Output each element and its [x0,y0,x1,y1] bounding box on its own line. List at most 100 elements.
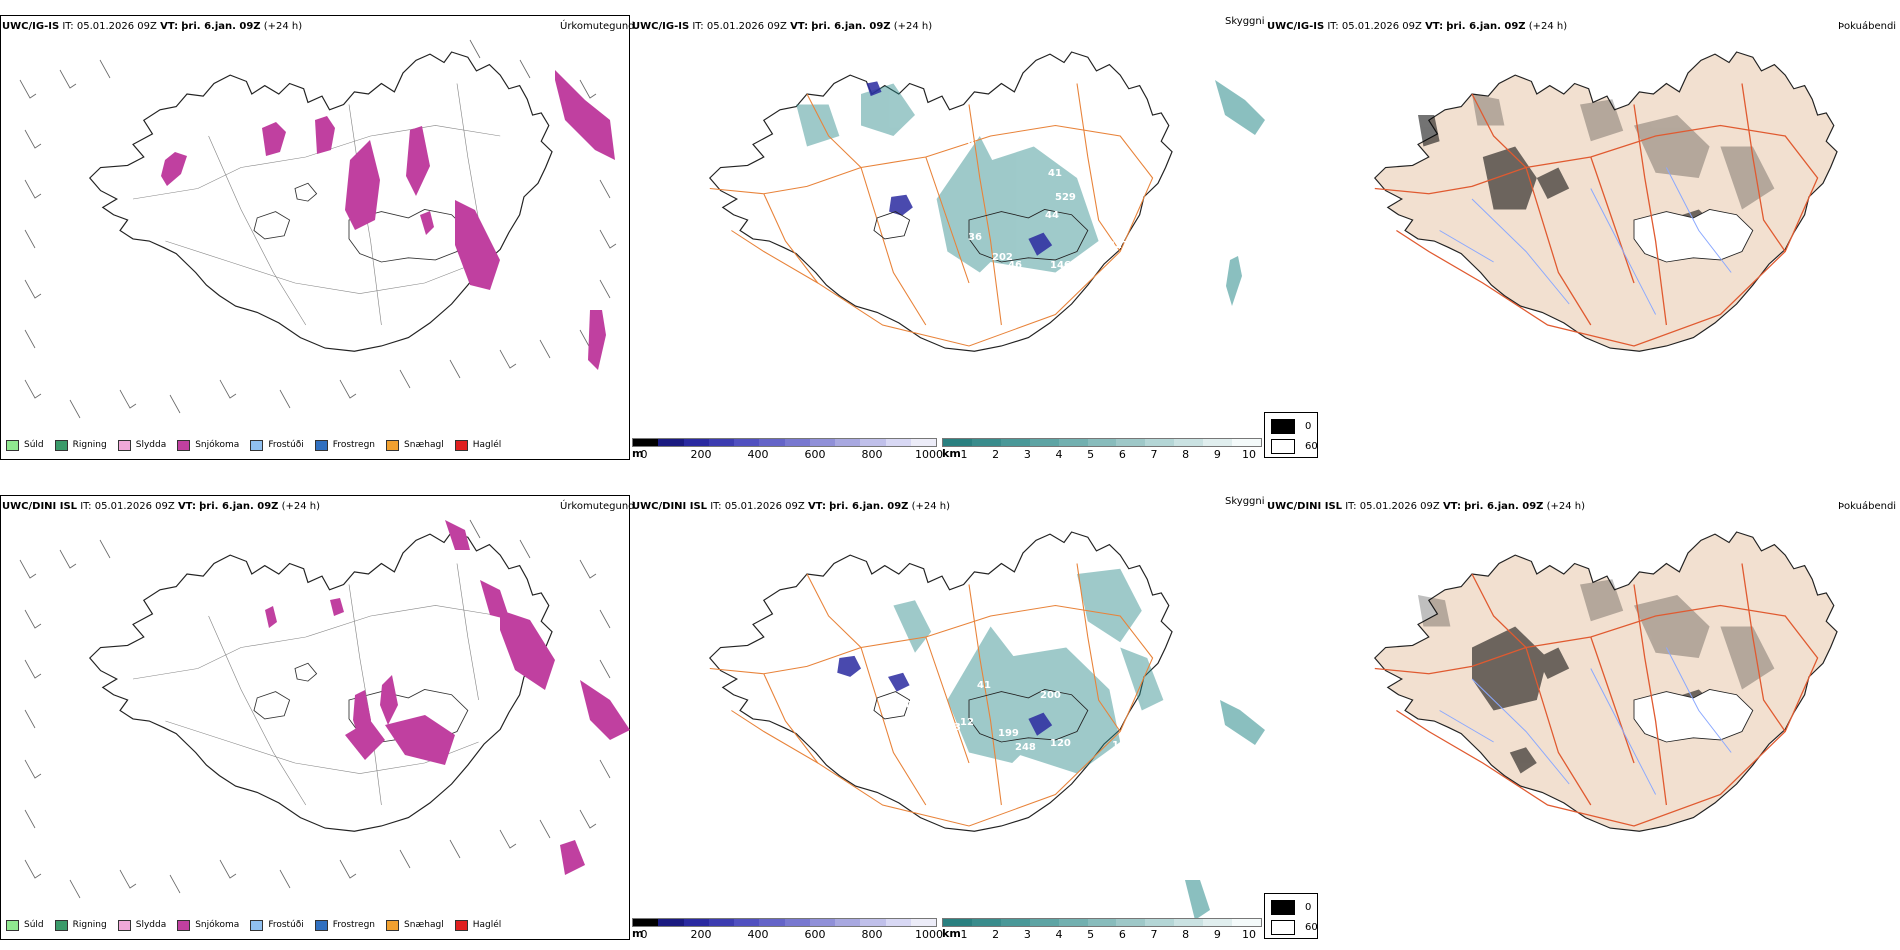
wind-barbs [19,519,617,899]
cloud-label: 327 [1108,240,1129,251]
cloud-label: 170 [892,700,913,711]
colorbar-tick: 600 [804,448,826,461]
snow-areas [161,70,615,370]
cloud-label: 248 [1015,742,1036,753]
colorbar-tick: 2 [992,928,1000,941]
panel-title: UWC/IG-IS IT: 05.01.2026 09Z VT: þri. 6.… [2,21,303,32]
panel-title: UWC/DINI ISL IT: 05.01.2026 09Z VT: þri.… [632,501,951,512]
fog-map [1374,51,1838,352]
colorbar-swatch [1029,439,1059,446]
colorbar-swatch [1116,919,1146,926]
cloud-base-labels: 65 68 22 41 529 44 36 15 202 46 146 327 … [775,136,1131,273]
colorbar-swatch [835,439,861,446]
colorbar-tick: 400 [747,928,769,941]
colorbar-swatch [943,439,972,446]
panel-name: Þokuábendi [1838,501,1897,512]
panel-frame [0,15,630,460]
colorbar-swatch [734,919,760,926]
colorbar-tick: 400 [747,448,769,461]
colorbar-swatch [1058,439,1088,446]
colorbar-swatch [1145,439,1175,446]
colorbar-tick: 2 [992,448,1000,461]
colorbar-tick: 1 [960,448,968,461]
colorbar-swatch [1203,439,1233,446]
cloud-label: 46 [1008,260,1022,271]
panel-title: UWC/DINI ISL IT: 05.01.2026 09Z VT: þri.… [2,501,321,512]
colorbar-tick: 600 [804,928,826,941]
fog-panel-row2: UWC/DINI ISL IT: 05.01.2026 09Z VT: þri.… [1265,480,1900,950]
fog-map [1374,531,1838,832]
colorbar-swatch [971,439,1001,446]
fog-panel-row1: UWC/IG-IS IT: 05.01.2026 09Z VT: þri. 6.… [1265,0,1900,470]
colorbar-tick: 8 [1182,928,1190,941]
colorbar-tick: 1000 [915,928,943,941]
colorbar-swatch [1087,919,1117,926]
cloud-label: 173 [1110,262,1131,273]
colorbar-tick: 6 [1118,928,1126,941]
cloud-label: 199 [998,728,1019,739]
legend-item: Snæhagl [386,439,444,451]
colorbar-tick: 9 [1213,928,1221,941]
snow-areas [265,520,630,875]
colorbar-unit: m [632,447,644,460]
cloud-label: 123 [940,722,961,733]
cloud-base-labels: 26 41 200 06 25 05 170 45 123 12 199 248… [892,628,1192,753]
wind-barbs [19,39,617,419]
cloud-label: 26 [955,645,969,656]
legend-item: Rigning [54,919,107,931]
colorbar-swatch [835,919,861,926]
colorbar-unit: km [942,447,961,460]
panel-name: Skyggni [1225,496,1265,507]
colorbar-swatch [633,439,659,446]
visibility-colorbar: km 1 2 3 4 5 6 7 8 9 10 [942,918,1262,942]
legend-item: Súld [6,439,44,451]
legend-item: Frostúði [250,919,304,931]
cloud-label: 202 [992,252,1013,263]
cloud-label: 41 [1048,168,1062,179]
precip-map [19,519,630,899]
colorbar-tick: 0 [640,448,648,461]
legend-item: Frostregn [314,919,375,931]
colorbar-swatch [1174,919,1204,926]
cloud-label: 529 [1055,192,1076,203]
colorbar-swatch [1174,439,1204,446]
colorbar-tick: 800 [861,448,883,461]
colorbar-unit: m [632,927,644,940]
colorbar-swatch [910,919,936,926]
colorbar-swatch [759,919,785,926]
cloud-base-colorbar: m 0 200 400 600 800 1000 [632,918,943,942]
colorbar-tick: 6 [1118,448,1126,461]
legend-item: Frostúði [250,439,304,451]
cloud-base-colorbar: m 0 200 400 600 800 1000 [632,438,943,462]
legend-item: Snæhagl [386,919,444,931]
colorbar-swatch [708,919,734,926]
colorbar-tick: 4 [1055,448,1063,461]
colorbar-swatch [759,439,785,446]
cloud-panel-row1: 65 68 22 41 529 44 36 15 202 46 146 327 … [630,0,1265,470]
precip-panel-row2: UWC/DINI ISL IT: 05.01.2026 09Z VT: þri.… [0,480,635,950]
cloud-label: 200 [1040,690,1061,701]
cloud-label: 25 [1178,630,1192,641]
colorbar-tick: 7 [1150,928,1158,941]
colorbar-swatch [633,919,659,926]
colorbar-tick: 5 [1087,448,1095,461]
colorbar-tick: 3 [1023,928,1031,941]
colorbar-swatch [1116,439,1146,446]
cloud-label: 22 [785,190,799,201]
legend-item: Snjókoma [177,439,239,451]
colorbar-swatch [1058,919,1088,926]
colorbar-tick: 3 [1023,448,1031,461]
colorbar-tick: 200 [690,448,712,461]
cloud-label: 146 [1050,260,1071,271]
cloud-label: 41 [977,680,991,691]
cloud-panel-row2: 26 41 200 06 25 05 170 45 123 12 199 248… [630,480,1265,950]
precip-type-legend: Súld Rigning Slydda Snjókoma Frostúði Fr… [6,918,501,932]
colorbar-swatch [784,919,810,926]
cloud-map: 65 68 22 41 529 44 36 15 202 46 146 327 … [709,51,1265,352]
panel-name: Úrkomutegund [560,501,635,512]
panel-name: Skyggni [1225,16,1265,27]
cloud-label: 05 [1167,680,1181,691]
colorbar-swatch [860,439,886,446]
cloud-label: 13 [1112,740,1126,751]
colorbar-swatch [1232,919,1261,926]
